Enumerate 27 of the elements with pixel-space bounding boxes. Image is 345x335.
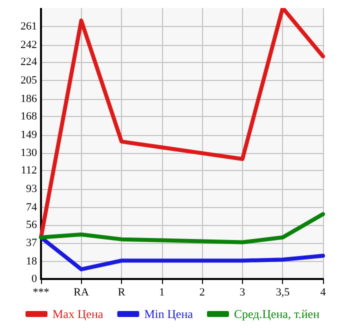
y-tick-label: 56 (26, 218, 38, 231)
y-tick-label: 168 (20, 110, 38, 122)
y-tick-label: 242 (20, 38, 37, 51)
legend-label: Сред.Цена, т.йен (234, 307, 320, 321)
x-tick-label: 1 (159, 286, 165, 298)
y-tick-label: 37 (26, 237, 38, 250)
line-series (39, 212, 325, 244)
y-tick-label: 18 (26, 256, 38, 268)
x-tick-label: *** (32, 286, 50, 298)
legend-label: Min Цена (144, 307, 194, 321)
y-tick-label: 205 (20, 74, 38, 87)
x-tick-label: R (118, 286, 126, 298)
x-tick-label: 4 (320, 286, 326, 298)
y-tick-label: 0 (32, 273, 38, 285)
x-tick-label: 2 (199, 286, 205, 298)
y-tick-label: 186 (20, 92, 38, 105)
y-tick-label: 112 (20, 164, 37, 177)
y-tick-label: 149 (20, 128, 38, 141)
x-tick-label: RA (74, 286, 89, 298)
y-tick-label: 74 (26, 201, 38, 214)
y-tick-label: 93 (26, 182, 38, 195)
legend-label: Max Цена (52, 307, 104, 321)
y-tick-label: 130 (20, 147, 38, 160)
x-tick-label: 3 (240, 286, 246, 298)
y-tick-label: 261 (20, 20, 37, 32)
x-tick-label: 3,5 (276, 286, 290, 298)
y-tick-label: 224 (20, 56, 38, 68)
